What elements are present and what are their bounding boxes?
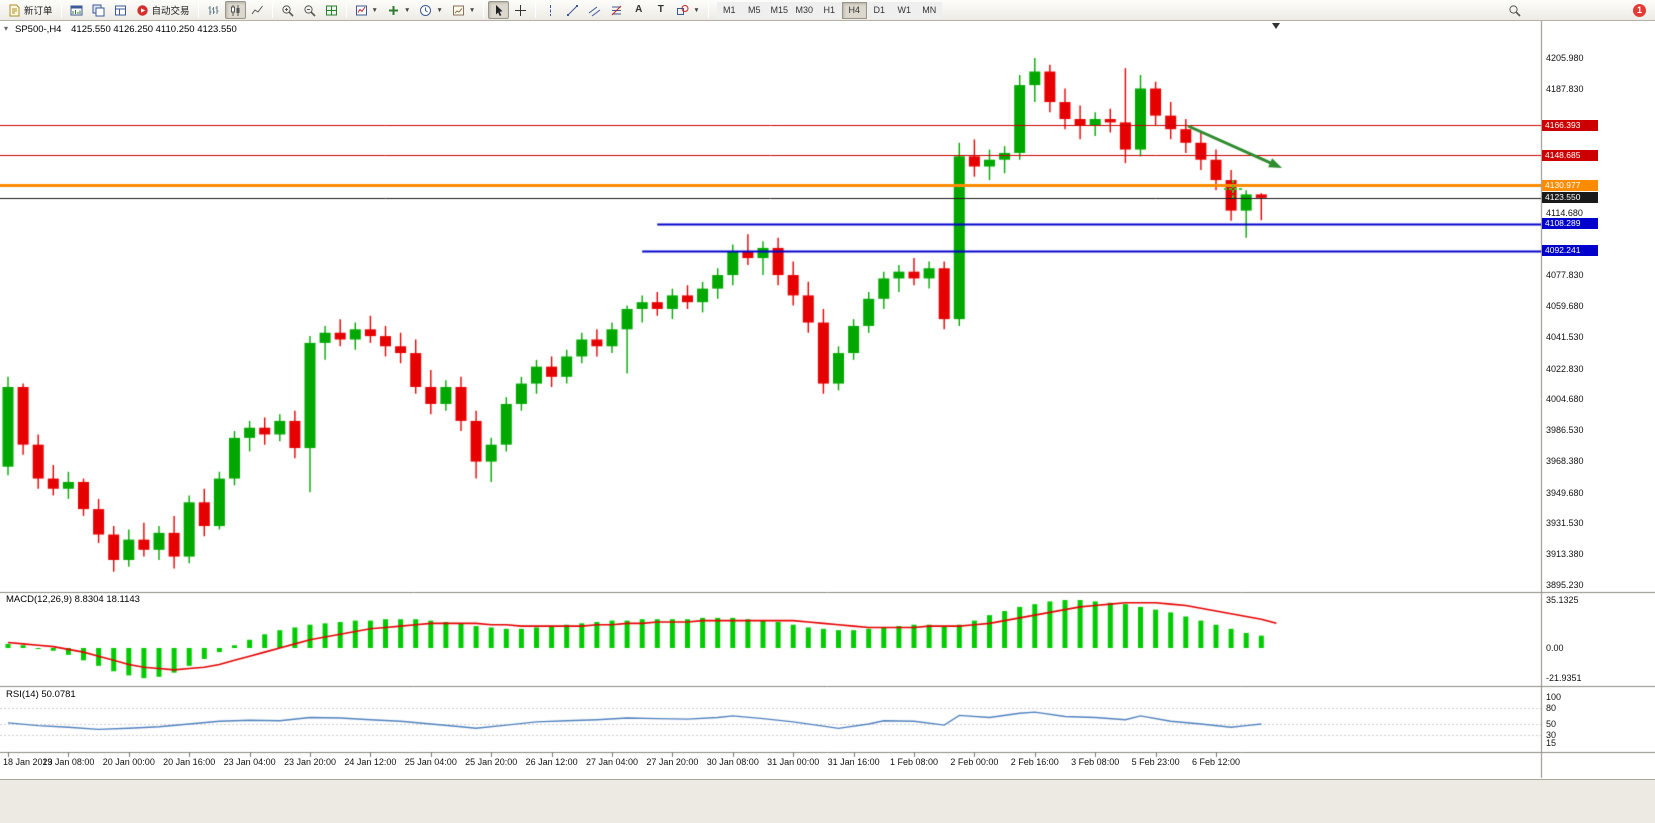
trendline-button[interactable]	[562, 1, 583, 19]
text-icon: A	[635, 4, 643, 15]
add-indicator-icon	[388, 5, 398, 15]
text-button[interactable]: A	[628, 1, 649, 19]
channel-icon	[588, 6, 601, 16]
chart-shift-marker[interactable]	[1272, 23, 1280, 29]
text-label-button[interactable]: T	[650, 1, 671, 19]
indicators-button[interactable]: ▼	[351, 1, 382, 19]
timeframe-m5[interactable]: M5	[741, 1, 767, 19]
crosshair-button[interactable]	[510, 1, 531, 19]
timeframe-mn[interactable]: MN	[916, 1, 942, 19]
chevron-down-icon: ▼	[371, 6, 378, 14]
chevron-down-icon: ▼	[403, 6, 411, 14]
chart-symbol-header: SP500-,H4 4125.550 4126.250 4110.250 412…	[15, 24, 237, 35]
timeframe-m15[interactable]: M15	[766, 1, 792, 19]
search-icon	[1509, 4, 1521, 17]
toolbar-separator	[197, 2, 199, 18]
chevron-down-icon: ▼	[436, 6, 443, 14]
toolbar-separator	[535, 2, 537, 18]
templates-button[interactable]: ▼	[448, 1, 479, 19]
notification-badge[interactable]: 1	[1633, 3, 1646, 17]
templates-icon	[452, 5, 464, 15]
timeframe-h4[interactable]: H4	[841, 1, 867, 19]
timeframe-d1[interactable]: D1	[866, 1, 892, 19]
crosshair-icon	[515, 4, 527, 16]
line-chart-icon	[251, 5, 263, 14]
search-button[interactable]	[1504, 1, 1525, 19]
status-strip	[0, 779, 1655, 823]
profiles-button[interactable]	[88, 1, 109, 19]
chevron-down-icon: ▼	[468, 6, 476, 14]
new-chart-icon	[70, 5, 83, 15]
indicators-icon	[355, 5, 367, 15]
chevron-down-icon: ▼	[693, 6, 700, 14]
data-window-icon	[114, 5, 126, 15]
periods-button[interactable]: ▼	[415, 1, 446, 19]
timeframe-h1[interactable]: H1	[816, 1, 842, 19]
add-indicator-button[interactable]: ▼	[383, 1, 414, 19]
bar-chart-icon	[208, 5, 219, 15]
new-order-label: 新订单	[24, 6, 53, 17]
auto-trading-button[interactable]: 自动交易	[132, 1, 194, 19]
zoom-in-icon	[281, 4, 294, 17]
vertical-line-button[interactable]	[540, 1, 561, 19]
timeframe-m30[interactable]: M30	[791, 1, 817, 19]
timeframe-group: M1 M5 M15 M30 H1 H4 D1 W1 MN	[716, 1, 942, 19]
periods-icon	[420, 4, 432, 16]
timeframe-m1[interactable]: M1	[716, 1, 742, 19]
toolbar-separator	[60, 2, 62, 18]
symbol-timeframe-label: SP500-,H4	[15, 24, 62, 35]
auto-trading-icon	[136, 4, 148, 16]
tile-windows-icon	[325, 5, 337, 15]
new-order-icon	[9, 4, 20, 16]
rsi-header: RSI(14) 50.0781	[6, 689, 76, 700]
zoom-out-icon	[303, 4, 316, 17]
shapes-icon	[677, 4, 689, 15]
macd-header: MACD(12,26,9) 8.8304 18.1143	[6, 594, 140, 605]
cursor-icon	[496, 4, 503, 16]
toolbar-separator	[483, 2, 485, 18]
bar-chart-button[interactable]	[203, 1, 224, 19]
toolbar-separator	[345, 2, 347, 18]
auto-trading-label: 自动交易	[151, 6, 190, 17]
zoom-in-button[interactable]	[277, 1, 298, 19]
vertical-line-icon	[550, 4, 552, 16]
profiles-icon	[92, 4, 105, 16]
data-window-button[interactable]	[110, 1, 131, 19]
tile-windows-button[interactable]	[321, 1, 342, 19]
toolbar-separator	[707, 2, 709, 18]
timeframe-w1[interactable]: W1	[891, 1, 917, 19]
candlestick-chart-icon	[230, 4, 240, 16]
toolbar-separator	[271, 2, 273, 18]
cursor-button[interactable]	[488, 1, 510, 19]
notification-count: 1	[1636, 5, 1642, 15]
ohlc-values: 4125.550 4126.250 4110.250 4123.550	[71, 24, 237, 35]
toolbar-right-group: 1	[1504, 1, 1651, 19]
fibonacci-button[interactable]	[606, 1, 627, 19]
line-chart-button[interactable]	[247, 1, 268, 19]
toolbar: 新订单 自动交易	[0, 0, 1655, 21]
shapes-button[interactable]: ▼	[672, 1, 703, 19]
text-label-icon: T	[657, 4, 664, 15]
new-order-button[interactable]: 新订单	[4, 1, 57, 19]
trendline-icon	[567, 4, 579, 16]
fibonacci-icon	[611, 5, 622, 15]
candlestick-chart-button[interactable]	[224, 1, 246, 19]
one-click-trading-toggle[interactable]: ▾	[4, 24, 9, 33]
new-chart-button[interactable]	[66, 1, 87, 19]
channel-button[interactable]	[584, 1, 605, 19]
zoom-out-button[interactable]	[299, 1, 320, 19]
